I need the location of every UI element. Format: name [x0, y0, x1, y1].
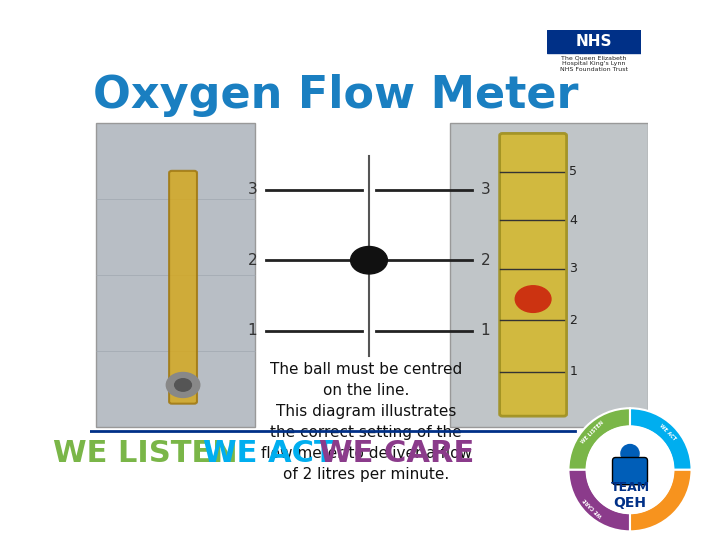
FancyBboxPatch shape — [450, 123, 648, 427]
Text: WE LISTEN: WE LISTEN — [53, 439, 238, 468]
Circle shape — [351, 246, 387, 274]
Text: WE LISTEN: WE LISTEN — [580, 420, 606, 445]
Text: WE ACT: WE ACT — [658, 423, 676, 442]
Text: 3: 3 — [248, 182, 258, 197]
Text: 1: 1 — [570, 366, 577, 379]
Text: 1: 1 — [481, 323, 490, 339]
Text: 3: 3 — [481, 182, 490, 197]
Circle shape — [175, 379, 192, 391]
Text: 1: 1 — [248, 323, 258, 339]
Wedge shape — [569, 408, 630, 470]
FancyBboxPatch shape — [96, 123, 255, 427]
Wedge shape — [630, 408, 692, 470]
Text: WE ACT: WE ACT — [203, 439, 334, 468]
Text: WE CARE: WE CARE — [319, 439, 474, 468]
Text: The Queen Elizabeth
Hospital King's Lynn
NHS Foundation Trust: The Queen Elizabeth Hospital King's Lynn… — [560, 56, 628, 72]
Text: 2: 2 — [248, 253, 258, 268]
Wedge shape — [569, 470, 630, 531]
Bar — [547, 30, 641, 53]
Circle shape — [166, 373, 199, 397]
Text: NHS: NHS — [576, 34, 612, 49]
Text: The ball must be centred
on the line.
This diagram illustrates
the correct setti: The ball must be centred on the line. Th… — [261, 362, 472, 482]
Text: 3: 3 — [570, 262, 577, 275]
Circle shape — [587, 427, 673, 513]
Text: Oxygen Flow Meter: Oxygen Flow Meter — [93, 75, 578, 118]
Circle shape — [516, 286, 551, 312]
Text: WE CARE: WE CARE — [582, 496, 603, 517]
Text: TEAM: TEAM — [611, 482, 649, 495]
Text: 2: 2 — [481, 253, 490, 268]
FancyBboxPatch shape — [500, 133, 567, 416]
Circle shape — [621, 444, 639, 463]
Wedge shape — [630, 470, 692, 531]
Text: QEH: QEH — [613, 496, 647, 510]
Text: 4: 4 — [570, 214, 577, 227]
FancyBboxPatch shape — [613, 457, 647, 485]
Text: 2: 2 — [570, 314, 577, 327]
Text: 5: 5 — [570, 165, 577, 178]
FancyBboxPatch shape — [169, 171, 197, 404]
